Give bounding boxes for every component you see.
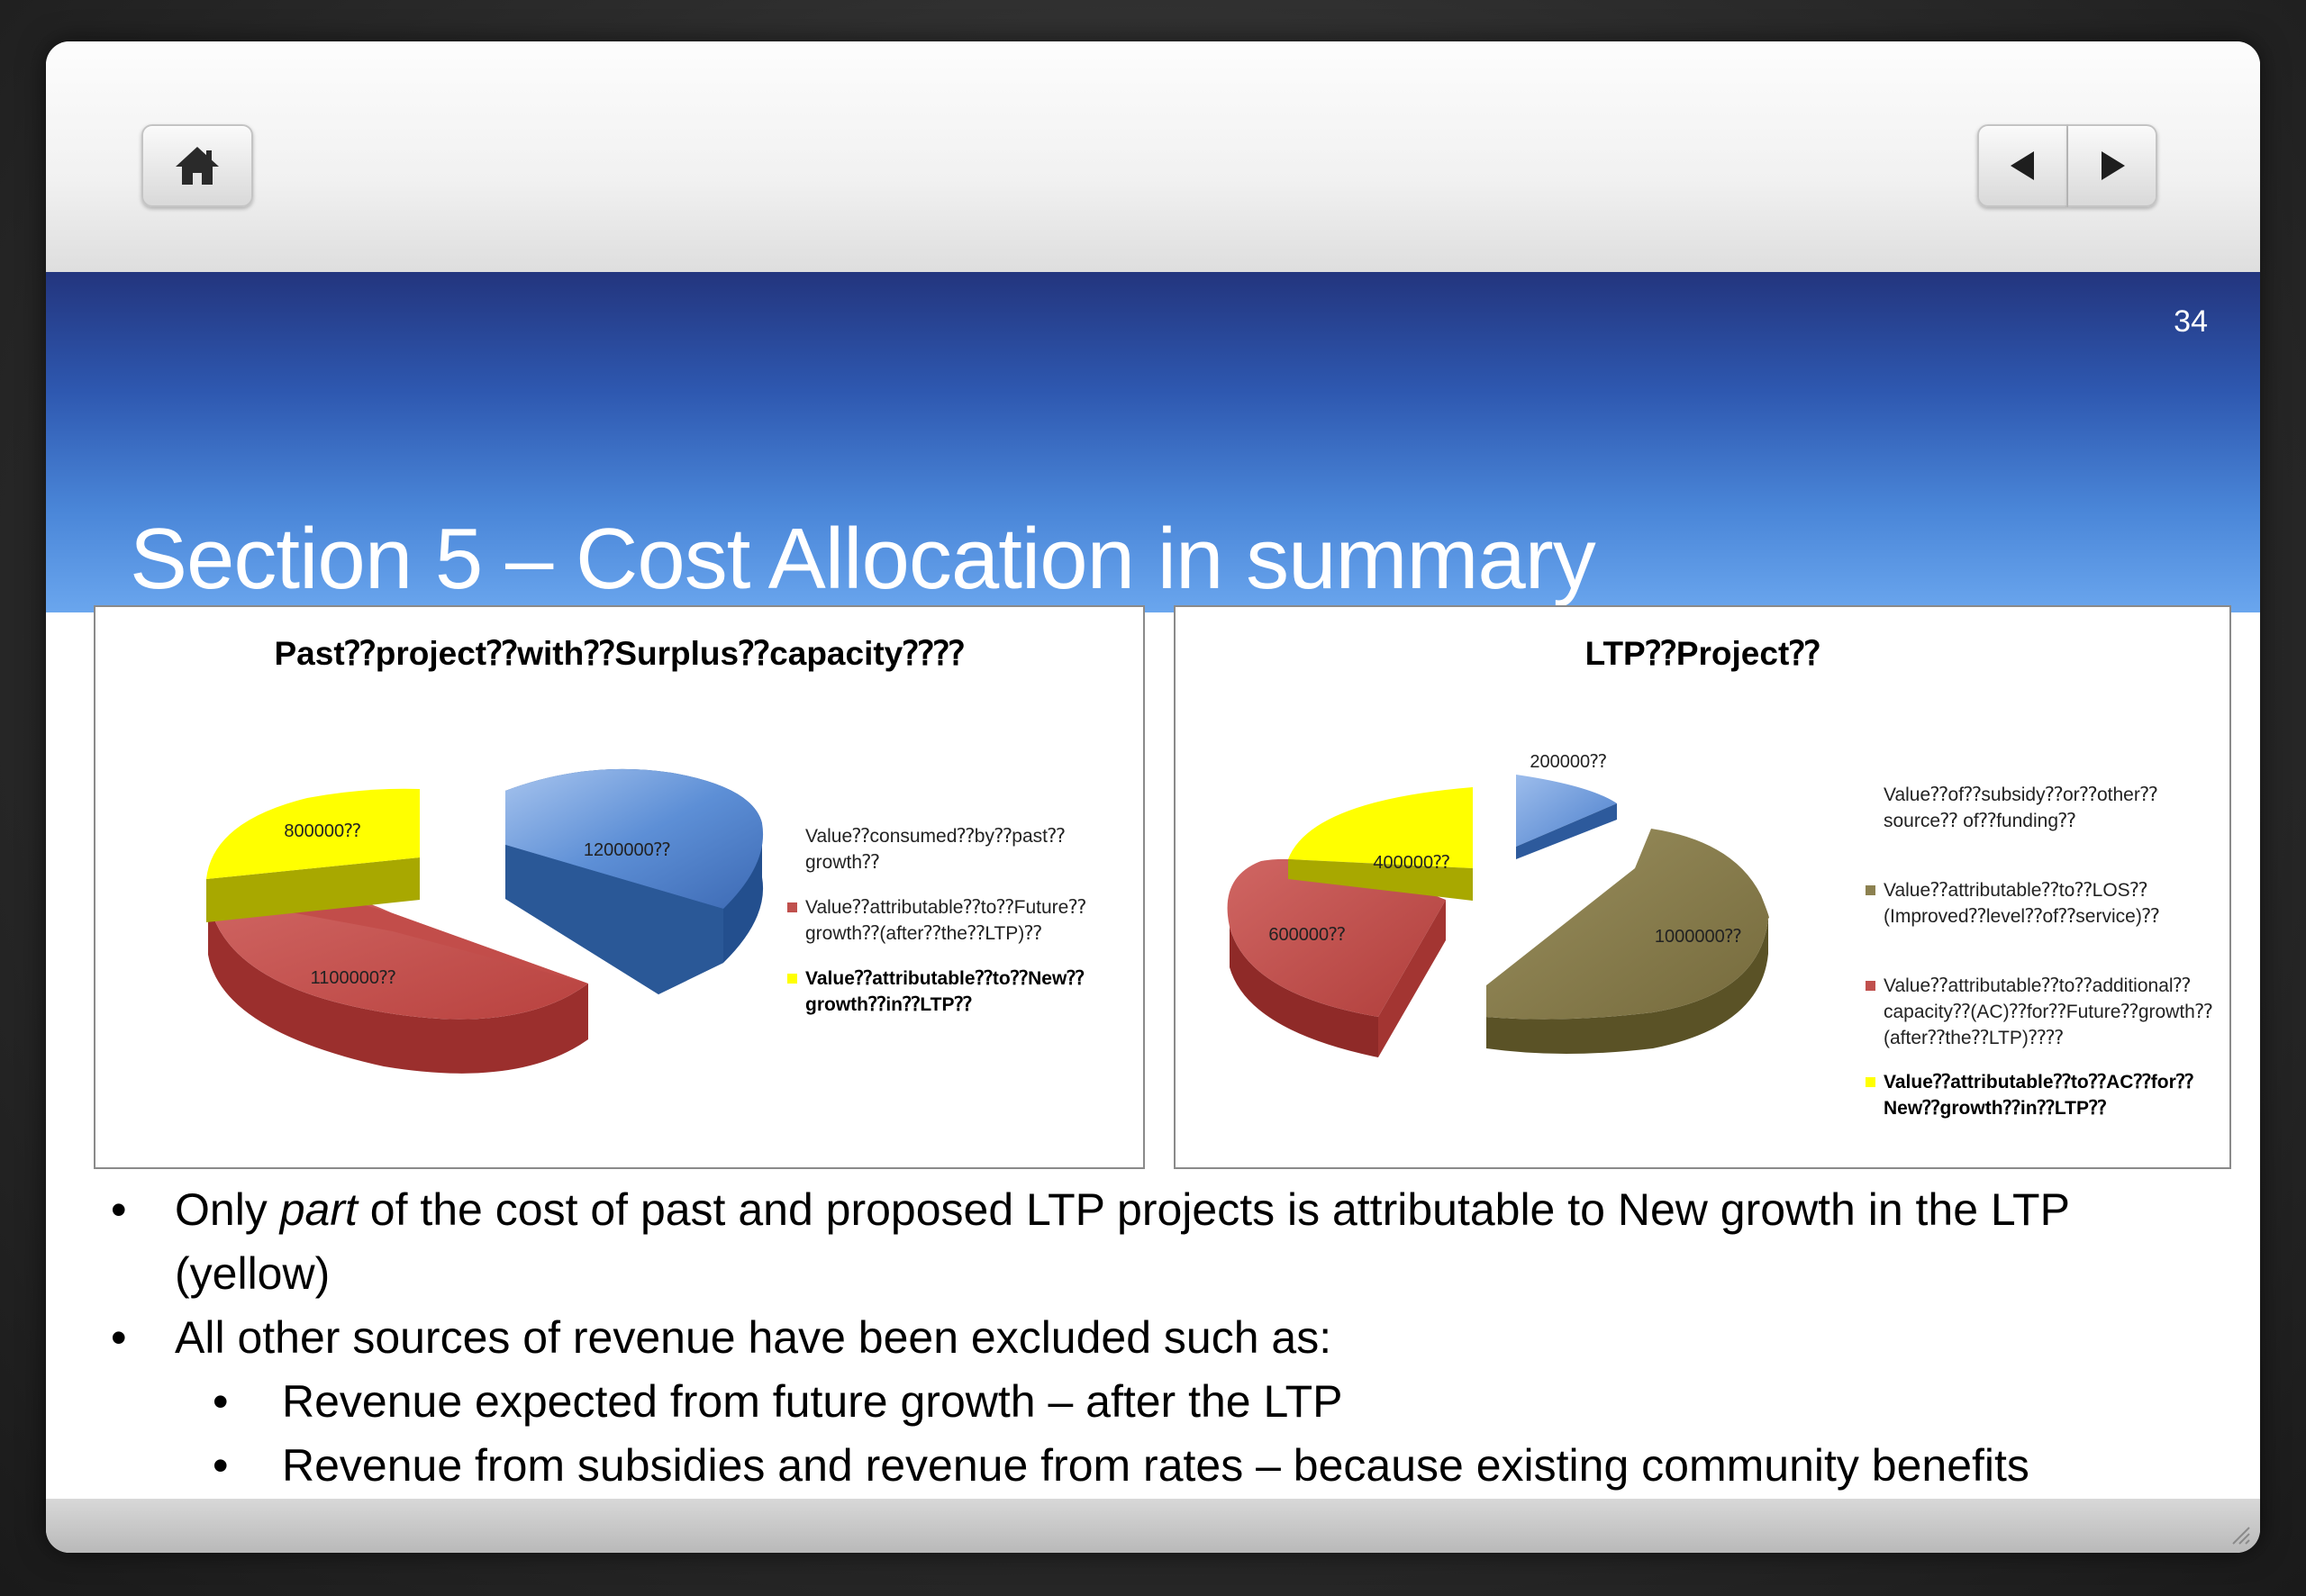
title-band — [46, 272, 2260, 612]
legend-label: Value⁇attributable⁇to⁇LOS⁇ (Improved⁇lev… — [1884, 880, 2160, 927]
bullet-marker: • — [111, 1312, 127, 1363]
triangle-left-icon — [2010, 151, 2034, 180]
legend-label: Value⁇attributable⁇to⁇Future⁇ growth⁇(af… — [805, 897, 1086, 944]
slice-label: 800000⁇ — [284, 821, 360, 841]
bullet-emphasis: part — [279, 1184, 358, 1235]
bullet-list: • Only part of the cost of past and prop… — [46, 1178, 2260, 1498]
legend-item: Value⁇of⁇subsidy⁇or⁇other⁇source⁇ of⁇fun… — [1866, 782, 2226, 834]
bullet-text: Revenue expected from future growth – af… — [282, 1376, 1343, 1427]
chart-title: LTP⁇Project⁇ — [1584, 635, 1820, 672]
home-button[interactable] — [141, 124, 253, 207]
bottom-bar — [46, 1499, 2260, 1553]
bullet-marker: • — [213, 1440, 229, 1491]
slice-label: 600000⁇ — [1268, 925, 1345, 945]
pie-chart-svg: 1200000⁇ 1100000⁇ 800000⁇ — [206, 768, 764, 1074]
bullet-text: All other sources of revenue have been e… — [175, 1312, 1332, 1363]
bullet-text: Only — [175, 1184, 280, 1235]
pie-slice-200000 — [1516, 775, 1617, 859]
previous-slide-button[interactable] — [1977, 124, 2068, 207]
bullet-marker: • — [111, 1184, 127, 1235]
slice-label: 200000⁇ — [1530, 752, 1606, 772]
bullet-item: • All other sources of revenue have been… — [46, 1306, 2211, 1370]
next-slide-button[interactable] — [2068, 124, 2157, 207]
chart-ltp-project: LTP⁇Project⁇ — [1174, 605, 2231, 1169]
resize-grip-icon[interactable] — [2228, 1522, 2251, 1546]
slide: 34 Section 5 – Cost Allocation in summar… — [46, 41, 2260, 1553]
slide-number: 34 — [2174, 304, 2208, 339]
slide-title: Section 5 – Cost Allocation in summary — [130, 511, 1596, 607]
slide-navigation — [1977, 124, 2157, 207]
chart-legend: Value⁇consumed⁇by⁇past⁇growth⁇ Value⁇att… — [787, 823, 1130, 1037]
legend-swatch — [1866, 885, 1875, 895]
legend-label: Value⁇of⁇subsidy⁇or⁇other⁇source⁇ of⁇fun… — [1884, 784, 2158, 831]
legend-label: Value⁇attributable⁇to⁇AC⁇for⁇ New⁇growth… — [1884, 1072, 2194, 1119]
bullet-text: of the cost of past and proposed LTP pro… — [175, 1184, 2070, 1299]
pie-slice-1200000 — [505, 768, 764, 994]
legend-swatch — [787, 974, 797, 984]
legend-label: Value⁇attributable⁇to⁇additional⁇ capaci… — [1884, 975, 2213, 1048]
legend-swatch — [1866, 981, 1875, 991]
bullet-text: Revenue from subsidies and revenue from … — [282, 1440, 2029, 1491]
pie-chart-svg: 200000⁇ 1000000⁇ 600000⁇ 400000⁇ — [1227, 752, 1769, 1057]
sub-bullet-item: • Revenue from subsidies and revenue fro… — [46, 1434, 2260, 1498]
pie-slice-600000 — [1227, 858, 1446, 1057]
slice-label: 1200000⁇ — [584, 840, 670, 860]
legend-label: Value⁇attributable⁇to⁇New⁇ growth⁇in⁇LTP… — [805, 968, 1085, 1015]
slice-label: 1000000⁇ — [1655, 927, 1741, 947]
legend-label: Value⁇consumed⁇by⁇past⁇growth⁇ — [805, 826, 1066, 873]
legend-item: Value⁇attributable⁇to⁇Future⁇ growth⁇(af… — [787, 894, 1130, 947]
legend-item: Value⁇attributable⁇to⁇additional⁇ capaci… — [1866, 973, 2226, 1051]
home-icon — [176, 147, 219, 185]
chart-past-project: Past⁇project⁇with⁇Surplus⁇capacity⁇⁇ — [94, 605, 1145, 1169]
bullet-item: • Only part of the cost of past and prop… — [46, 1178, 2211, 1306]
legend-swatch — [787, 902, 797, 912]
top-toolbar — [46, 41, 2260, 272]
pie-slice-1000000 — [1486, 829, 1769, 1054]
legend-item: Value⁇attributable⁇to⁇New⁇ growth⁇in⁇LTP… — [787, 966, 1130, 1018]
legend-item: Value⁇consumed⁇by⁇past⁇growth⁇ — [787, 823, 1130, 875]
chart-legend: Value⁇of⁇subsidy⁇or⁇other⁇source⁇ of⁇fun… — [1866, 782, 2226, 1140]
bullet-marker: • — [213, 1376, 229, 1427]
sub-bullet-item: • Revenue expected from future growth – … — [46, 1370, 2260, 1434]
pie-slice-800000 — [206, 788, 420, 922]
legend-item: Value⁇attributable⁇to⁇LOS⁇ (Improved⁇lev… — [1866, 877, 2226, 929]
slice-label: 400000⁇ — [1373, 853, 1449, 873]
pie-slice-400000 — [1288, 787, 1473, 901]
legend-swatch — [1866, 1077, 1875, 1087]
legend-item: Value⁇attributable⁇to⁇AC⁇for⁇ New⁇growth… — [1866, 1069, 2226, 1121]
triangle-right-icon — [2101, 151, 2125, 180]
chart-title: Past⁇project⁇with⁇Surplus⁇capacity⁇⁇ — [274, 635, 965, 672]
pie-slice-1100000 — [208, 885, 588, 1074]
slice-label: 1100000⁇ — [311, 968, 396, 988]
